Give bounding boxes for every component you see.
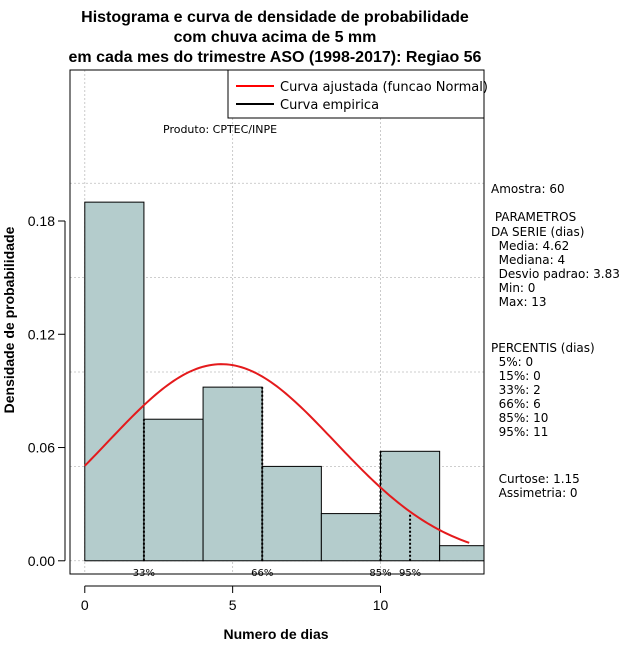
- stat-percentis-header: PERCENTIS (dias): [491, 341, 595, 355]
- stat-assimetria: Assimetria: 0: [491, 486, 578, 500]
- stat-curtose: Curtose: 1.15: [491, 472, 580, 486]
- stat-media: Media: 4.62: [491, 239, 569, 253]
- percentile-label-2: 85%: [369, 568, 391, 579]
- stat-param-header-2: DA SERIE (dias): [491, 225, 584, 239]
- legend-label-normal: Curva ajustada (funcao Normal): [280, 80, 488, 95]
- x-tick-label-2: 10: [373, 597, 389, 613]
- legend-box: [227, 69, 485, 119]
- x-axis-title: Numero de dias: [223, 626, 328, 642]
- histogram-bar-5: [380, 450, 441, 562]
- legend: Curva ajustada (funcao Normal) Curva emp…: [227, 69, 488, 119]
- axes-layer: 0 5 10 0.00 0.06 0.12 0.18: [28, 213, 389, 613]
- stat-p66: 66%: 6: [491, 397, 541, 411]
- stat-p33: 33%: 2: [491, 383, 541, 397]
- chart-title-line-2: com chuva acima de 5 mm: [174, 29, 377, 46]
- normal-fit-curve: [84, 363, 470, 544]
- histogram-bar-6: [439, 545, 484, 562]
- stat-mediana: Mediana: 4: [491, 253, 565, 267]
- stat-max: Max: 13: [491, 295, 547, 309]
- histogram-bar-3: [261, 465, 322, 562]
- statistics-panel: Amostra: 60 PARAMETROS DA SERIE (dias) M…: [491, 182, 620, 500]
- histogram-bar-2: [202, 386, 263, 562]
- percentile-label-0: 33%: [133, 568, 155, 579]
- stat-p95: 95%: 11: [491, 425, 548, 439]
- y-axis-title: Densidade de probabilidade: [1, 226, 17, 413]
- stat-amostra: Amostra: 60: [491, 182, 565, 196]
- y-tick-label-0: 0.00: [28, 553, 55, 569]
- x-tick-label-0: 0: [81, 597, 89, 613]
- y-tick-label-2: 0.12: [28, 326, 55, 342]
- y-tick-label-1: 0.06: [28, 440, 55, 456]
- stat-param-header-1: PARAMETROS: [491, 210, 576, 224]
- source-note: Produto: CPTEC/INPE: [163, 123, 277, 136]
- percentile-label-3: 95%: [399, 568, 421, 579]
- chart-title-line-3: em cada mes do trimestre ASO (1998-2017)…: [69, 49, 482, 66]
- stat-desvio: Desvio padrao: 3.83: [491, 267, 620, 281]
- x-tick-label-1: 5: [229, 597, 237, 613]
- histogram-bar-1: [143, 418, 204, 562]
- legend-label-empirical: Curva empirica: [280, 98, 379, 113]
- stat-min: Min: 0: [491, 281, 535, 295]
- percentile-label-1: 66%: [251, 568, 273, 579]
- stat-p5: 5%: 0: [491, 355, 533, 369]
- histogram-bar-0: [84, 201, 145, 562]
- y-tick-label-3: 0.18: [28, 213, 55, 229]
- histogram-bar-4: [320, 513, 382, 562]
- percentile-lines-layer: 33% 66% 85% 95%: [133, 387, 421, 579]
- stat-p15: 15%: 0: [491, 369, 541, 383]
- bars-layer: [84, 201, 484, 562]
- chart-title-line-1: Histograma e curva de densidade de proba…: [81, 9, 469, 26]
- stat-p85: 85%: 10: [491, 411, 548, 425]
